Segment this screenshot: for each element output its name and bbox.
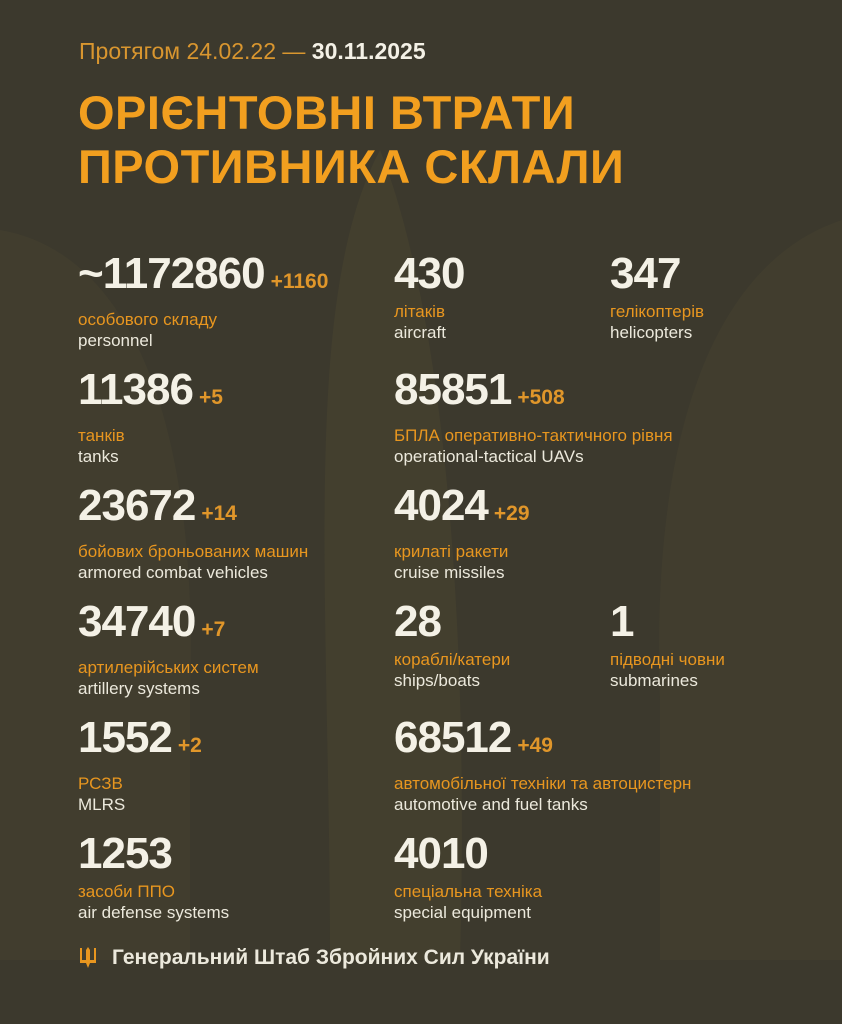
stat-value: ~1172860 +1160 xyxy=(78,252,328,304)
stat-delta: +2 xyxy=(177,734,202,757)
footer-text: Генеральний Штаб Збройних Сил України xyxy=(112,946,550,969)
footer: Генеральний Штаб Збройних Сил України xyxy=(78,946,550,970)
page-title: ОРІЄНТОВНІ ВТРАТИ ПРОТИВНИКА СКЛАЛИ xyxy=(78,86,624,194)
stat-delta: +14 xyxy=(201,502,237,525)
stat-operational-tactical-uavs: 85851 +508 БПЛА оперативно-тактичного рів… xyxy=(394,368,673,467)
stat-value: 4024 +29 xyxy=(394,484,530,536)
stat-label-en: aircraft xyxy=(394,323,446,342)
stat-value: 34740 +7 xyxy=(78,600,259,652)
stat-label-ua: спеціальна техніка xyxy=(394,882,543,901)
stat-submarines: 1 підводні човни submarines xyxy=(610,600,725,691)
stat-value: 1552 +2 xyxy=(78,716,202,768)
stat-label-ua: особового складу xyxy=(78,310,218,329)
stat-helicopters: 347 гелікоптерів helicopters xyxy=(610,252,704,343)
stat-label-en: personnel xyxy=(78,331,153,350)
stat-label-en: ships/boats xyxy=(394,671,480,690)
stat-number: 85851 xyxy=(394,365,512,414)
stat-ships-boats: 28 кораблі/катери ships/boats xyxy=(394,600,510,691)
stat-label-ua: бойових броньованих машин xyxy=(78,542,309,561)
stat-label-ua: артилерійських систем xyxy=(78,658,259,677)
period-subtitle: Протягом 24.02.22 — 30.11.2025 xyxy=(79,38,426,65)
stat-number: 23672 xyxy=(78,481,196,530)
stat-aircraft: 430 літаків aircraft xyxy=(394,249,465,343)
stat-label-en: cruise missiles xyxy=(394,563,505,582)
stat-value: 347 xyxy=(610,252,704,296)
stat-label-en: automotive and fuel tanks xyxy=(394,795,588,814)
stat-value: 85851 +508 xyxy=(394,368,673,420)
title-line-1: ОРІЄНТОВНІ ВТРАТИ xyxy=(78,86,576,139)
stat-value: 11386 +5 xyxy=(78,368,223,420)
stat-value: 1253 xyxy=(78,832,229,876)
stat-label-ua: крилаті ракети xyxy=(394,542,509,561)
stat-delta: +49 xyxy=(517,734,553,757)
stat-label-en: artillery systems xyxy=(78,679,200,698)
stat-label-en: special equipment xyxy=(394,903,532,922)
stat-cruise-missiles: 4024 +29 крилаті ракети cruise missiles xyxy=(394,484,530,583)
stat-number: 11386 xyxy=(78,365,194,414)
trident-icon xyxy=(80,947,96,968)
stat-number: 68512 xyxy=(394,713,512,762)
stat-number: 1552 xyxy=(78,713,173,762)
stat-label-en: tanks xyxy=(78,447,119,466)
stat-label-ua: автомобільної техніки та автоцистерн xyxy=(394,774,692,793)
stat-delta: +29 xyxy=(493,502,530,525)
stat-delta: +7 xyxy=(201,618,226,641)
stat-label-en: MLRS xyxy=(78,795,126,814)
stat-value: 1 xyxy=(610,600,725,644)
stat-number: 28 xyxy=(394,597,442,646)
stat-value: 430 xyxy=(394,249,465,298)
period-end: 30.11.2025 xyxy=(311,38,426,64)
stat-number: 347 xyxy=(610,249,681,298)
stat-number: 1 xyxy=(610,597,635,646)
stat-number: 4024 xyxy=(394,481,489,530)
stat-label-ua: літаків xyxy=(394,302,445,321)
stat-delta: +508 xyxy=(517,386,565,409)
stat-number: 4010 xyxy=(394,829,489,878)
period-start: Протягом 24.02.22 — xyxy=(79,38,306,64)
stat-label-en: helicopters xyxy=(610,323,693,342)
stat-automotive-and-fuel-tanks: 68512 +49 автомобільної техніки та автоци… xyxy=(394,716,691,815)
stat-delta: +1160 xyxy=(270,270,329,293)
stat-label-en: air defense systems xyxy=(78,903,230,922)
stat-value: 4010 xyxy=(394,832,542,876)
stat-value: 28 xyxy=(394,600,510,644)
stat-value: 23672 +14 xyxy=(78,484,308,536)
stat-number: ~1172860 xyxy=(78,249,266,298)
stat-label-en: operational-tactical UAVs xyxy=(394,447,584,466)
stat-mlrs: 1552 +2 РСЗВ MLRS xyxy=(78,716,202,815)
stat-label-ua: засоби ППО xyxy=(78,882,176,901)
title-line-2: ПРОТИВНИКА СКЛАЛИ xyxy=(78,140,625,193)
stat-delta: +5 xyxy=(198,386,223,409)
stat-label-en: armored combat vehicles xyxy=(78,563,268,582)
stat-air-defense-systems: 1253 засоби ППО air defense systems xyxy=(78,832,229,923)
stat-tanks: 11386 +5 танків tanks xyxy=(78,368,223,467)
stat-label-ua: кораблі/катери xyxy=(394,650,511,669)
stat-armored-combat-vehicles: 23672 +14 бойових броньованих машин armor… xyxy=(78,484,308,583)
stat-value: 68512 +49 xyxy=(394,716,691,768)
stat-number: 34740 xyxy=(78,597,196,646)
stat-label-ua: танків xyxy=(78,426,125,445)
stat-label-ua: БПЛА оперативно-тактичного рівня xyxy=(394,426,673,445)
stat-label-ua: підводні човни xyxy=(610,650,725,669)
stat-label-ua: РСЗВ xyxy=(78,774,123,793)
stat-special-equipment: 4010 спеціальна техніка special equipmen… xyxy=(394,832,542,923)
stat-label-ua: гелікоптерів xyxy=(610,302,705,321)
stat-number: 1253 xyxy=(78,829,173,878)
stat-personnel: ~1172860 +1160 особового складу personnel xyxy=(78,252,328,351)
stat-artillery-systems: 34740 +7 артилерійських систем artillery … xyxy=(78,600,259,699)
stat-label-en: submarines xyxy=(610,671,698,690)
stat-number: 430 xyxy=(394,249,465,298)
